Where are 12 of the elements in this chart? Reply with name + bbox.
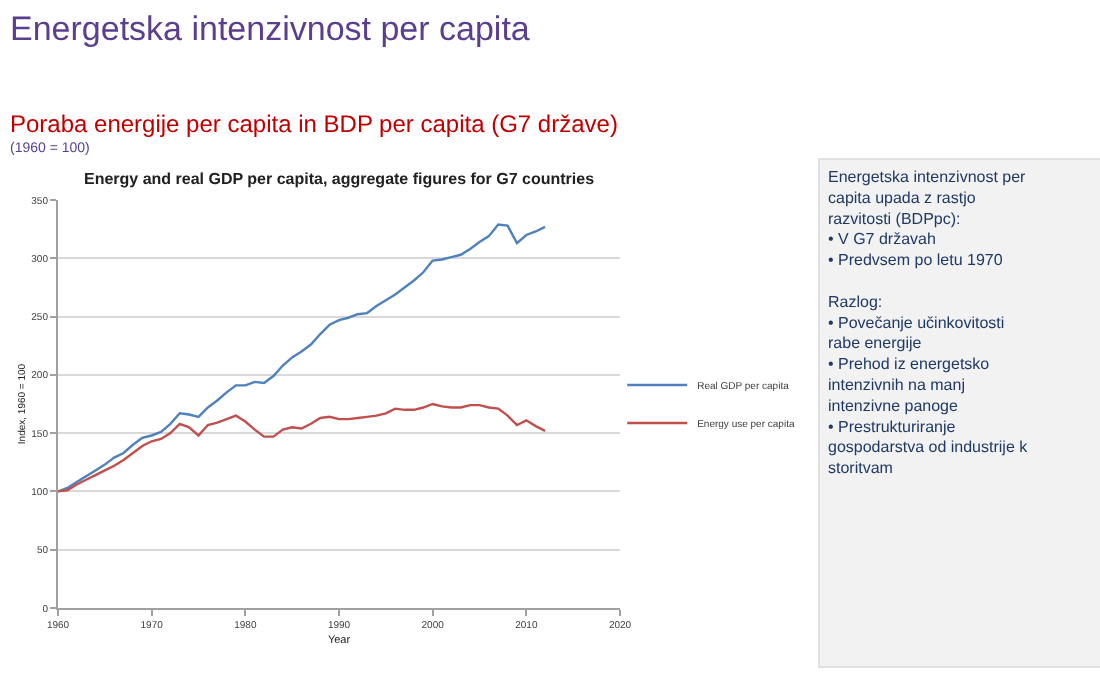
text: • Predvsem po letu 1970 <box>828 251 1004 270</box>
chart-subtitle: Poraba energije per capita in BDP per capita (G7 države) <box>10 110 618 138</box>
text: • Prehod iz energetsko intenzivnih na manj intenzivne panoge <box>828 355 991 415</box>
line-series <box>58 223 547 493</box>
text: Energy and real GDP per capita, aggregate figures for G7 countries <box>84 170 596 188</box>
text: • Povečanje učinkovitosti rabe energije <box>828 313 1005 353</box>
text: • Prestrukturiranje gospodarstva od industrije k storitvam <box>828 417 1030 478</box>
chart-title: Energetska intenzivnost per capita <box>10 10 531 48</box>
text: Razlog: <box>828 292 883 311</box>
text: Energetska intenzivnost per capita upada z rastjo razvitosti (BDPpc): <box>828 168 1027 228</box>
line-series <box>58 402 547 493</box>
text: • V G7 državah <box>828 230 936 249</box>
